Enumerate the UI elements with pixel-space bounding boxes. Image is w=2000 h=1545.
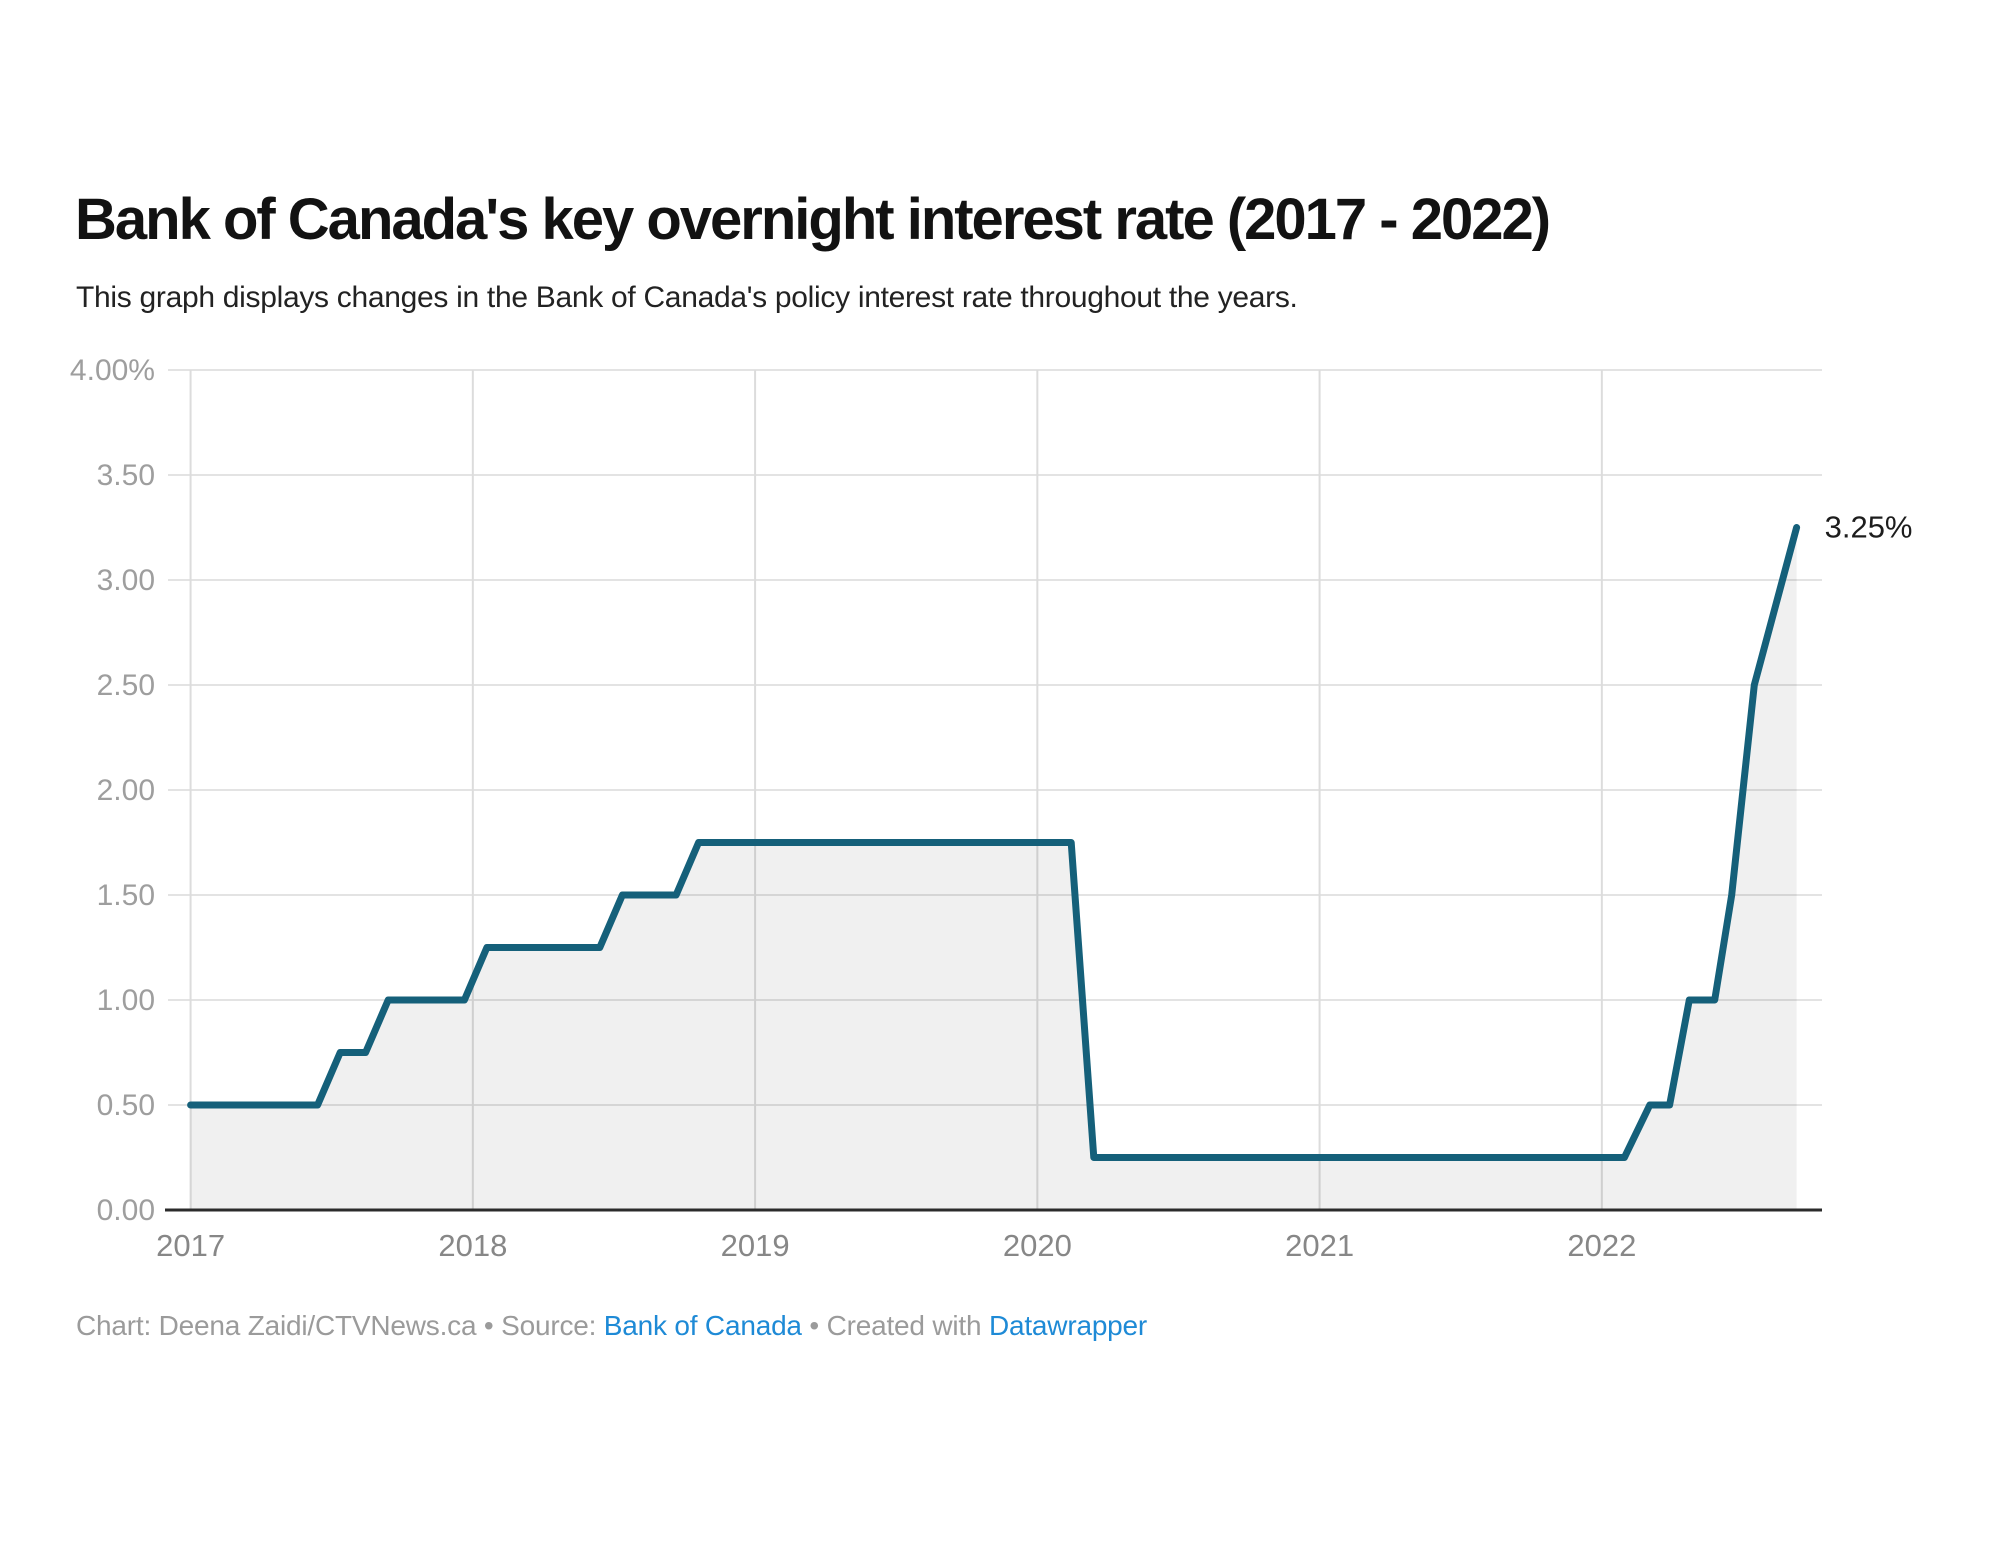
y-tick-label: 4.00% [70, 354, 155, 387]
end-value-label: 3.25% [1825, 510, 1913, 545]
y-tick-label: 1.00 [97, 984, 155, 1017]
source-link[interactable]: Bank of Canada [603, 1310, 802, 1341]
x-tick-label: 2020 [1003, 1228, 1072, 1263]
x-tick-label: 2018 [438, 1228, 507, 1263]
y-tick-label: 2.00 [97, 774, 155, 807]
rate-line [187, 524, 1801, 1161]
chart-title: Bank of Canada's key overnight interest … [75, 187, 1551, 252]
x-tick-label: 2021 [1285, 1228, 1354, 1263]
y-tick-label: 0.00 [97, 1194, 155, 1227]
footer-credit-text: Chart: Deena Zaidi/CTVNews.ca • Source: [76, 1310, 604, 1341]
rate-area-fill [190, 527, 1797, 1210]
y-tick-label: 1.50 [97, 879, 155, 912]
x-tick-label: 2022 [1567, 1228, 1636, 1263]
datawrapper-link[interactable]: Datawrapper [988, 1310, 1148, 1341]
y-tick-label: 3.00 [97, 564, 155, 597]
chart-footer: Chart: Deena Zaidi/CTVNews.ca • Source: … [76, 1310, 1147, 1342]
chart-subtitle: This graph displays changes in the Bank … [76, 281, 1298, 314]
x-tick-label: 2019 [721, 1228, 790, 1263]
y-tick-label: 2.50 [97, 669, 155, 702]
y-tick-label: 3.50 [97, 459, 155, 492]
y-tick-label: 0.50 [97, 1089, 155, 1122]
footer-created-with-text: • Created with [801, 1310, 989, 1341]
x-tick-label: 2017 [156, 1228, 225, 1263]
